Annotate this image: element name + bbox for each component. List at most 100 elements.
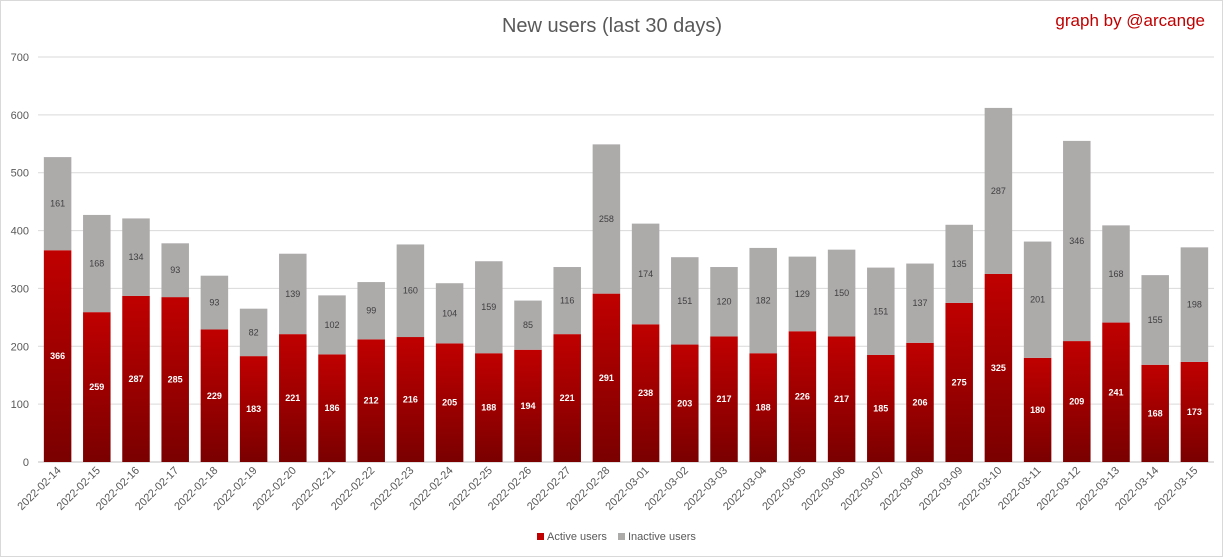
data-label-active: 205: [442, 398, 457, 408]
bar-inactive: [827, 249, 856, 337]
data-label-inactive: 93: [209, 298, 219, 308]
data-label-active: 259: [89, 382, 104, 392]
bar-inactive: [1063, 140, 1091, 342]
bar-inactive: [592, 144, 621, 294]
bar-active: [514, 349, 542, 462]
chart-title: New users (last 30 days): [502, 15, 722, 37]
bar-active: [239, 356, 268, 462]
legend-swatch-active: [537, 533, 544, 540]
bar-active: [43, 250, 72, 462]
data-label-active: 285: [168, 375, 183, 385]
data-label-active: 221: [560, 393, 575, 403]
data-label-inactive: 150: [834, 288, 849, 298]
chart-credit: graph by @arcange: [1055, 11, 1205, 30]
y-tick-label: 100: [11, 399, 29, 411]
data-label-active: 241: [1108, 387, 1123, 397]
bar-inactive: [435, 283, 464, 344]
data-label-inactive: 174: [638, 269, 653, 279]
data-label-inactive: 93: [170, 265, 180, 275]
bar-inactive: [200, 275, 229, 330]
y-tick-label: 600: [11, 110, 29, 122]
bar-active: [867, 354, 895, 462]
data-label-inactive: 139: [285, 289, 300, 299]
data-label-inactive: 161: [50, 199, 65, 209]
bar-active: [945, 302, 973, 462]
data-label-active: 168: [1148, 408, 1163, 418]
bar-inactive: [357, 282, 385, 340]
legend-swatch-inactive: [618, 533, 625, 540]
data-label-active: 287: [128, 374, 143, 384]
bar-active: [1063, 341, 1091, 462]
bar-active: [200, 329, 229, 462]
gridlines: [38, 56, 1214, 463]
bar-inactive: [631, 223, 660, 325]
data-label-inactive: 116: [560, 296, 574, 306]
y-tick-label: 400: [11, 226, 29, 238]
bar-inactive: [906, 263, 934, 343]
bar-active: [1141, 364, 1169, 462]
bar-active: [592, 293, 621, 462]
data-label-active: 366: [50, 351, 65, 361]
data-label-inactive: 258: [599, 214, 614, 224]
data-label-inactive: 155: [1148, 315, 1163, 325]
bar-active: [827, 336, 856, 462]
bar-inactive: [239, 308, 268, 357]
data-label-inactive: 134: [128, 252, 143, 262]
data-label-inactive: 137: [912, 298, 927, 308]
data-label-inactive: 160: [403, 286, 418, 296]
data-label-active: 206: [912, 397, 927, 407]
bar-inactive: [710, 267, 738, 337]
data-label-active: 188: [756, 403, 771, 413]
data-label-active: 217: [834, 394, 849, 404]
bar-active: [279, 334, 307, 462]
bar-active: [396, 337, 425, 462]
bar-inactive: [671, 257, 699, 345]
data-label-active: 229: [207, 391, 222, 401]
bar-inactive: [1141, 275, 1169, 365]
data-label-inactive: 168: [1108, 269, 1123, 279]
data-label-inactive: 159: [481, 302, 496, 312]
data-label-inactive: 129: [795, 289, 810, 299]
bar-active: [435, 343, 464, 462]
bar-inactive: [122, 218, 150, 296]
data-label-active: 238: [638, 388, 653, 398]
data-label-active: 188: [481, 403, 496, 413]
data-label-inactive: 151: [873, 306, 888, 316]
data-label-active: 203: [677, 398, 692, 408]
data-label-active: 226: [795, 392, 810, 402]
bar-inactive: [984, 107, 1013, 274]
bar-inactive: [83, 214, 111, 313]
bar-inactive: [396, 244, 425, 338]
y-tick-label: 300: [11, 283, 29, 295]
bar-active: [122, 295, 150, 462]
data-label-inactive: 82: [249, 327, 259, 337]
bar-inactive: [279, 253, 307, 335]
bar-inactive: [161, 243, 189, 298]
y-tick-label: 0: [23, 457, 29, 469]
data-label-active: 212: [364, 396, 379, 406]
bar-inactive: [475, 261, 503, 354]
data-label-inactive: 85: [523, 320, 533, 330]
legend-label-active: Active users: [547, 531, 607, 543]
data-label-inactive: 346: [1069, 236, 1084, 246]
bar-inactive: [514, 300, 542, 350]
bar-active: [318, 354, 346, 462]
data-label-inactive: 182: [756, 296, 771, 306]
data-label-active: 291: [599, 373, 614, 383]
data-label-inactive: 198: [1187, 300, 1202, 310]
bar-active: [788, 331, 817, 462]
bar-active: [357, 339, 385, 462]
data-label-active: 186: [324, 403, 339, 413]
bar-active: [1180, 361, 1209, 462]
data-label-active: 173: [1187, 407, 1202, 417]
data-label-active: 180: [1030, 405, 1045, 415]
bar-active: [906, 342, 934, 462]
data-label-inactive: 120: [716, 297, 731, 307]
bar-inactive: [43, 157, 72, 251]
bar-inactive: [553, 267, 581, 335]
data-label-inactive: 151: [677, 296, 692, 306]
bar-inactive: [867, 267, 895, 355]
data-label-inactive: 135: [952, 259, 967, 269]
bar-active: [83, 312, 111, 462]
